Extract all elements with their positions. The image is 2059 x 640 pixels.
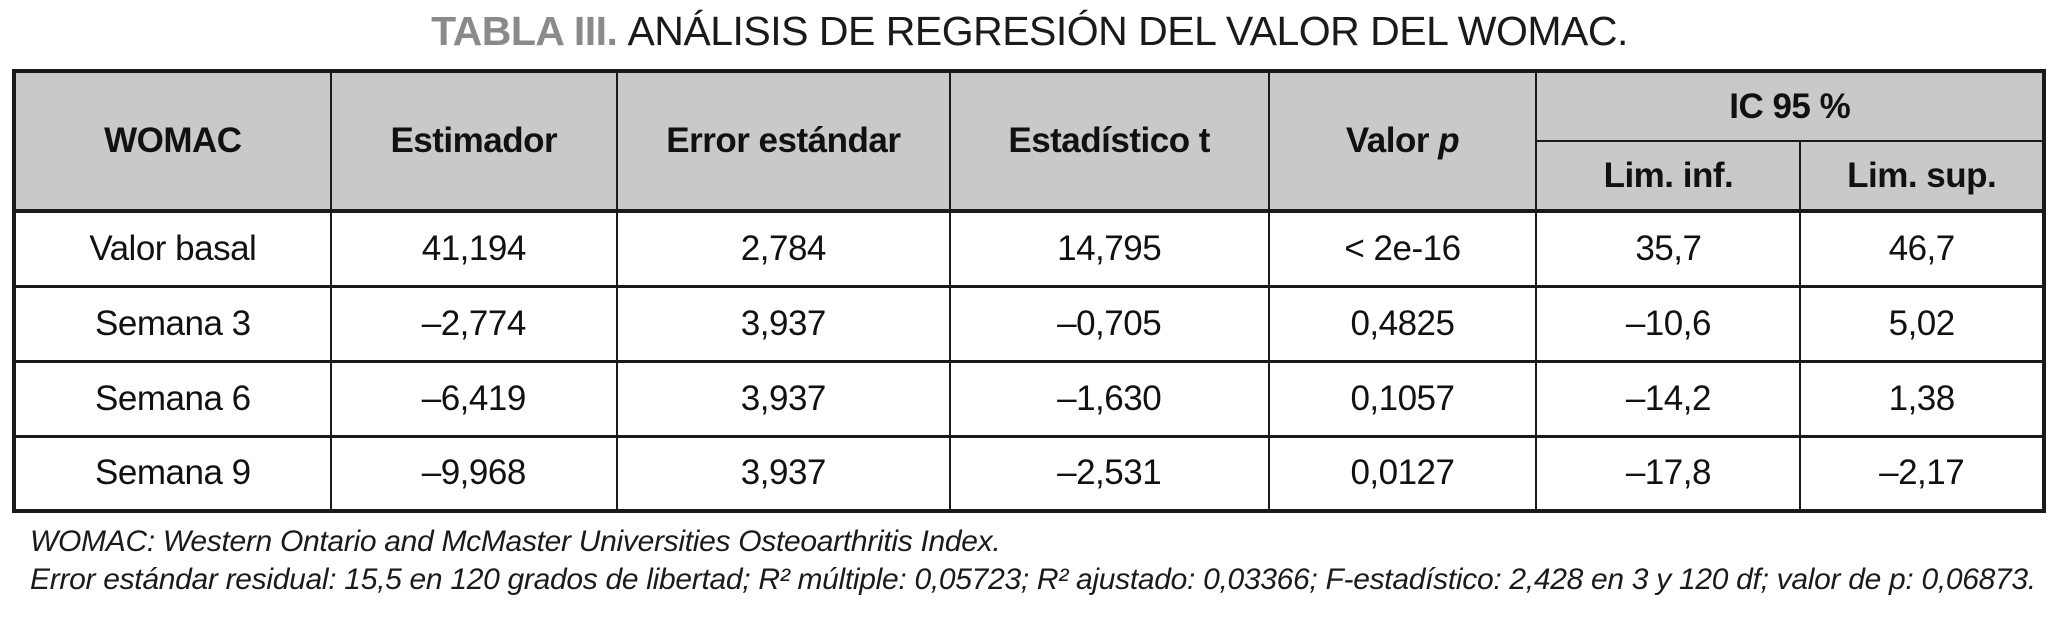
footnote-statistics: Error estándar residual: 15,5 en 120 gra… [30,562,2036,596]
cell-womac: Valor basal [13,210,332,287]
table-row: Semana 6 –6,419 3,937 –1,630 0,1057 –14,… [13,360,2045,437]
cell-lim-inf: 35,7 [1535,210,1802,287]
cell-womac: Semana 6 [13,360,332,437]
cell-estadistico-t: –2,531 [948,435,1270,512]
table-header: WOMAC Estimador Error estándar Estadísti… [13,70,2045,212]
cell-error-estandar: 3,937 [615,435,951,512]
cell-valor-p: 0,1057 [1267,360,1538,437]
cell-valor-p: < 2e-16 [1267,210,1538,287]
cell-estadistico-t: 14,795 [948,210,1270,287]
valor-p-prefix: Valor [1345,121,1439,160]
cell-lim-inf: –14,2 [1535,360,1802,437]
cell-lim-sup: –2,17 [1799,435,2045,512]
table-row: Semana 9 –9,968 3,937 –2,531 0,0127 –17,… [13,435,2045,512]
col-header-womac: WOMAC [13,70,332,212]
regression-table: WOMAC Estimador Error estándar Estadísti… [12,69,2046,513]
cell-valor-p: 0,0127 [1267,435,1538,512]
col-header-estimador: Estimador [329,70,618,212]
cell-womac: Semana 9 [13,435,332,512]
col-header-lim-sup: Lim. sup. [1799,140,2045,212]
col-header-ic95: IC 95 % [1535,70,2045,142]
valor-p-symbol: p [1438,121,1460,160]
cell-error-estandar: 2,784 [615,210,951,287]
cell-womac: Semana 3 [13,285,332,362]
cell-lim-sup: 5,02 [1799,285,2045,362]
cell-lim-inf: –17,8 [1535,435,1802,512]
cell-lim-sup: 1,38 [1799,360,2045,437]
cell-valor-p: 0,4825 [1267,285,1538,362]
cell-estimador: –9,968 [329,435,618,512]
table-title-label: TABLA III. [431,8,618,54]
table-body: Valor basal 41,194 2,784 14,795 < 2e-16 … [13,210,2045,512]
cell-estadistico-t: –1,630 [948,360,1270,437]
table-row: Valor basal 41,194 2,784 14,795 < 2e-16 … [13,210,2045,287]
cell-estimador: 41,194 [329,210,618,287]
cell-error-estandar: 3,937 [615,360,951,437]
cell-lim-sup: 46,7 [1799,210,2045,287]
cell-error-estandar: 3,937 [615,285,951,362]
cell-estimador: –6,419 [329,360,618,437]
table-footnotes: WOMAC: Western Ontario and McMaster Univ… [30,523,2047,598]
col-header-error-estandar: Error estándar [615,70,951,212]
col-header-valor-p: Valor p [1267,70,1538,212]
col-header-lim-inf: Lim. inf. [1535,140,1802,212]
table-title: TABLA III. ANÁLISIS DE REGRESIÓN DEL VALO… [12,8,2047,55]
footnote-abbreviation: WOMAC: Western Ontario and McMaster Univ… [30,525,1001,558]
cell-lim-inf: –10,6 [1535,285,1802,362]
col-header-estadistico-t: Estadístico t [948,70,1270,212]
table-title-text: ANÁLISIS DE REGRESIÓN DEL VALOR DEL WOMA… [627,8,1628,54]
cell-estadistico-t: –0,705 [948,285,1270,362]
table-row: Semana 3 –2,774 3,937 –0,705 0,4825 –10,… [13,285,2045,362]
cell-estimador: –2,774 [329,285,618,362]
